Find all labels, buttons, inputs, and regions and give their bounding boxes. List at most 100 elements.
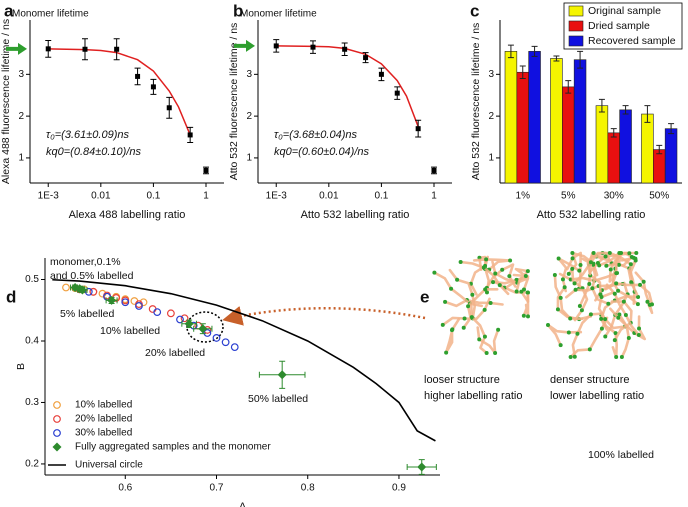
label-dot [603, 334, 608, 339]
point [114, 46, 120, 52]
point [342, 46, 348, 52]
label-dot [572, 354, 577, 359]
label-dot [570, 251, 575, 256]
bar [528, 51, 541, 184]
x-tick-label: 0.8 [301, 483, 315, 494]
point [180, 314, 189, 323]
label-dot [470, 292, 475, 297]
label-dot [628, 262, 633, 267]
label-dot [638, 282, 643, 287]
bar [607, 132, 620, 184]
label-dot [636, 333, 641, 338]
x-tick-label: 0.7 [210, 483, 224, 494]
point [89, 287, 98, 296]
label-dot [637, 326, 642, 331]
label-dot [587, 347, 592, 352]
point [203, 167, 209, 173]
x-tick-label: 0.1 [146, 191, 160, 202]
caption: higher labelling ratio [424, 390, 522, 402]
legend-swatch [53, 429, 61, 437]
label-dot [493, 271, 498, 276]
label-dot [484, 351, 489, 355]
error-bar [610, 128, 617, 138]
fit-result: τ₀=(3.68±0.04)ns [274, 129, 357, 141]
y-tick-label: 0.3 [25, 397, 39, 408]
label-dot [588, 260, 593, 265]
legend-label: Original sample [588, 5, 661, 17]
fit-curve [276, 45, 419, 127]
bar [619, 109, 632, 184]
y-tick-label: 2 [488, 111, 494, 122]
point [394, 90, 400, 96]
legend-swatch [52, 442, 62, 452]
legend-box [563, 2, 683, 50]
label-dot [514, 289, 519, 294]
error-bar [531, 45, 538, 57]
point [82, 46, 88, 52]
point [378, 71, 384, 77]
label-dot [617, 312, 622, 317]
fibril [571, 267, 589, 322]
annotation: Monomer lifetime [12, 9, 89, 20]
label-dot [449, 286, 454, 291]
label-dot [578, 262, 583, 267]
fibril-illustrations [432, 251, 654, 359]
label-dot [466, 304, 471, 309]
label-dot [555, 307, 560, 312]
y-axis-label: Atto 532 fluorescence lifetime / ns [470, 23, 482, 181]
label-dot [572, 281, 577, 286]
point [203, 329, 212, 337]
y-tick-label: 1 [246, 153, 252, 164]
label-dot [481, 265, 486, 270]
label-dot [636, 295, 641, 300]
label-dot [461, 325, 466, 330]
label-dot [627, 251, 632, 256]
label-dot [552, 272, 557, 277]
legend-label: 10% labelled [75, 400, 132, 411]
label-dot [603, 317, 608, 322]
x-tick-label: 1E-3 [38, 191, 60, 202]
legend-label: Dried sample [588, 20, 650, 32]
point-annotation: 20% labelled [145, 347, 205, 359]
point [363, 55, 369, 61]
error-bar [577, 50, 584, 69]
x-tick-label: 1% [516, 191, 531, 202]
x-tick-label: 1 [203, 191, 209, 202]
fibril [558, 271, 619, 282]
x-tick-label: 0.6 [118, 483, 132, 494]
label-dot [570, 256, 575, 261]
fit-curve [48, 48, 191, 136]
label-dot [444, 350, 449, 355]
point [230, 343, 239, 352]
label-dot [477, 337, 482, 342]
pointer-arrow [222, 306, 426, 326]
bar [641, 113, 654, 184]
y-axis-label: Atto 532 fluorescence lifetime / ns [228, 23, 240, 181]
bar [562, 86, 575, 184]
point [221, 338, 230, 347]
legend-label: Universal circle [75, 460, 143, 471]
y-tick-label: 3 [18, 69, 24, 80]
label-dot [432, 270, 437, 275]
label-dot [616, 288, 621, 293]
label-dot [590, 286, 595, 291]
bar [664, 128, 678, 184]
monomer-arrow [6, 42, 27, 55]
label-dot [522, 287, 527, 292]
bar [550, 58, 563, 184]
label-dot [599, 326, 604, 331]
label-dot [507, 274, 512, 279]
fibril [485, 263, 517, 290]
fibril [588, 251, 633, 276]
label-dot [570, 266, 575, 271]
label-dot [634, 251, 639, 255]
label-dot [566, 271, 571, 276]
error-bar [553, 55, 560, 62]
label-dot [525, 290, 530, 295]
legend-label: 20% labelled [75, 414, 132, 425]
label-dot [591, 251, 596, 255]
label-dot [619, 355, 624, 359]
label-dot [496, 327, 501, 332]
legend-swatch [53, 401, 61, 409]
